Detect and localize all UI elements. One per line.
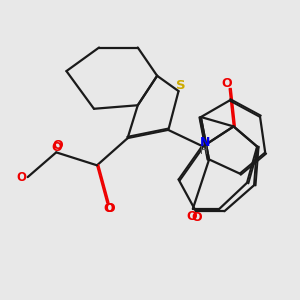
Text: H: H xyxy=(200,146,208,156)
Text: O: O xyxy=(16,171,26,184)
Text: O: O xyxy=(222,77,232,90)
Text: O: O xyxy=(52,140,63,152)
Text: O: O xyxy=(191,211,202,224)
Text: O: O xyxy=(186,210,196,223)
Text: O: O xyxy=(52,141,62,154)
Text: S: S xyxy=(176,79,186,92)
Text: O: O xyxy=(105,202,116,215)
Text: O: O xyxy=(103,202,114,215)
Text: N: N xyxy=(200,136,211,148)
